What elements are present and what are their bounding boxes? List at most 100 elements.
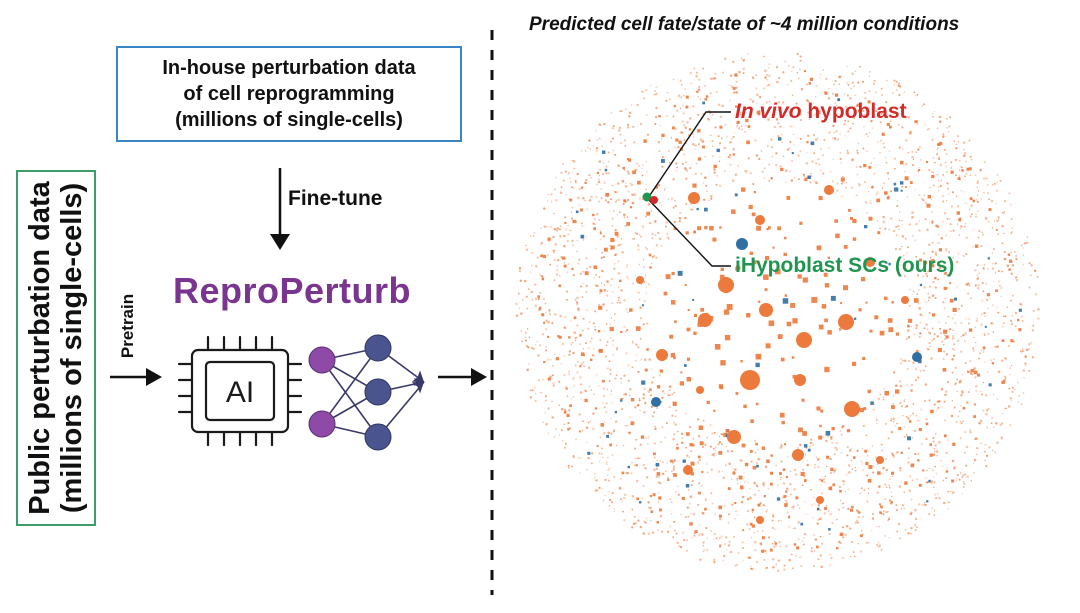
cloud-dot (664, 392, 666, 395)
cloud-dot (699, 138, 702, 141)
cloud-dot (939, 120, 942, 123)
cloud-node (689, 522, 693, 526)
cloud-dot (915, 223, 918, 226)
cloud-dot (805, 162, 809, 165)
cloud-dot (850, 555, 852, 558)
cloud-dot (550, 193, 553, 196)
cloud-dot (825, 77, 828, 81)
cloud-dot (603, 406, 607, 409)
cloud-dot (945, 153, 948, 155)
cloud-dot (642, 227, 645, 229)
cloud-dot (643, 266, 645, 268)
cloud-dot (581, 225, 584, 227)
cloud-dot (801, 484, 804, 487)
cloud-dot (637, 244, 640, 247)
cloud-node (555, 357, 559, 361)
cloud-dot (628, 115, 631, 118)
cloud-dot (941, 340, 944, 343)
cloud-dot (685, 203, 688, 205)
inhouse-line1: In-house perturbation data (162, 57, 416, 79)
cloud-node (650, 510, 654, 513)
cloud-dot (896, 530, 899, 533)
cloud-dot (685, 549, 689, 552)
cloud-dot (923, 286, 926, 289)
cloud-dot (685, 446, 687, 449)
cloud-dot (1007, 345, 1010, 347)
cloud-dot (622, 510, 624, 513)
cloud-cluster (683, 465, 693, 475)
cloud-node (851, 505, 854, 509)
cloud-dot (558, 434, 561, 436)
cloud-dot (603, 122, 606, 126)
cloud-dot (598, 137, 601, 140)
cloud-node (689, 443, 693, 447)
cloud-dot (667, 150, 670, 152)
cloud-dot (629, 388, 632, 391)
cloud-dot (593, 348, 595, 350)
cloud-dot (628, 111, 632, 115)
cloud-dot (861, 80, 864, 83)
cloud-node (765, 256, 770, 261)
cloud-dot (789, 483, 792, 486)
cloud-node (641, 380, 646, 385)
cloud-dot (728, 84, 731, 86)
cloud-dot (856, 151, 859, 154)
cloud-dot (599, 292, 601, 295)
cloud-node (786, 321, 792, 327)
cloud-dot (751, 567, 754, 571)
cloud-node (738, 475, 743, 480)
cloud-dot (780, 445, 783, 448)
cloud-node (772, 246, 775, 249)
cloud-dot (580, 150, 583, 152)
cloud-node (665, 274, 671, 280)
cloud-dot (531, 389, 534, 392)
cloud-dot (632, 342, 635, 344)
cloud-dot (525, 336, 527, 338)
cloud-dot (911, 150, 914, 153)
cloud-dot (822, 477, 826, 481)
cloud-dot (814, 538, 818, 541)
cloud-dot (923, 103, 926, 106)
cloud-dot (702, 419, 705, 422)
cloud-dot (711, 432, 714, 435)
cloud-node (572, 219, 576, 224)
cloud-dot (986, 409, 989, 412)
cloud-dot (936, 127, 939, 130)
cloud-dot (571, 239, 574, 243)
cloud-dot (606, 290, 609, 292)
cloud-dot (1020, 315, 1023, 318)
cloud-dot (885, 161, 888, 164)
cloud-dot (530, 264, 533, 267)
cloud-dot (671, 513, 673, 515)
cloud-node (884, 191, 888, 195)
cloud-node (614, 411, 617, 414)
cloud-dot (854, 94, 857, 97)
cloud-dot (914, 95, 916, 97)
cloud-node (782, 298, 789, 304)
cloud-dot (547, 432, 549, 434)
cloud-dot (882, 220, 885, 224)
cloud-node (672, 401, 677, 406)
cloud-dot (807, 134, 810, 137)
cloud-dot (861, 447, 864, 450)
cloud-node (635, 464, 638, 467)
cloud-dot (792, 133, 795, 136)
cloud-dot (847, 130, 850, 133)
cloud-dot (754, 541, 757, 544)
cloud-dot (904, 185, 908, 189)
cloud-dot (992, 280, 995, 283)
cloud-dot (655, 406, 659, 410)
cloud-dot (841, 425, 844, 429)
cloud-dot (569, 229, 572, 232)
cloud-dot (799, 59, 802, 62)
cloud-node (656, 521, 659, 524)
cloud-dot (821, 492, 823, 494)
cloud-dot (639, 337, 642, 340)
cloud-dot (564, 216, 567, 219)
cloud-dot (895, 234, 898, 237)
cloud-dot (633, 464, 636, 467)
cloud-dot (955, 146, 958, 150)
cloud-dot (587, 146, 589, 149)
cloud-dot (890, 419, 892, 422)
cloud-dot (880, 87, 883, 90)
